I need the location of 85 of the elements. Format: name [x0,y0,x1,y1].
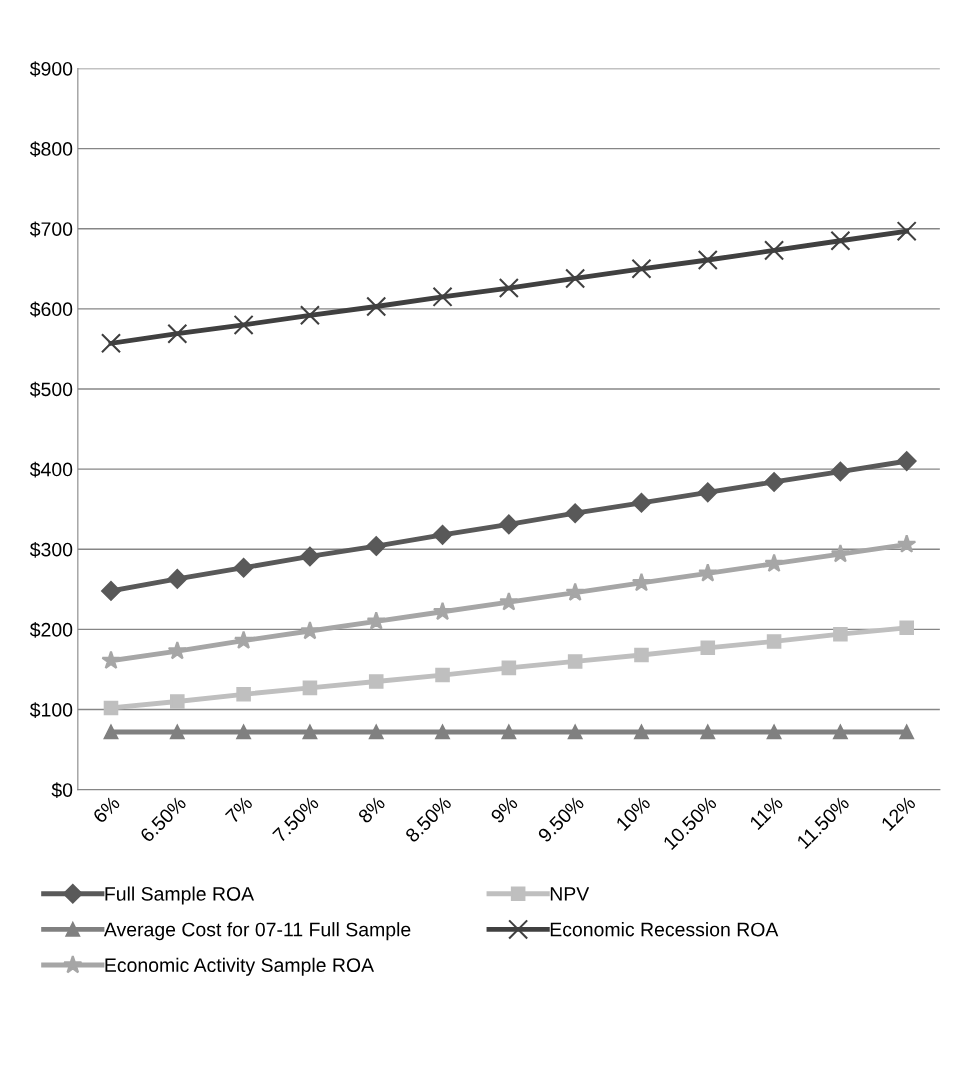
point [700,724,716,740]
point [764,553,784,573]
x-tick-label: 7% [224,795,254,824]
point [634,647,649,663]
point [300,546,320,567]
y-tick-label: $900 [29,61,73,77]
y-tick-label: $600 [29,301,73,318]
y-tick-label: $700 [29,221,73,238]
point [167,323,188,344]
legend-label: Economic Activity Sample ROA [105,957,375,976]
point [830,544,851,563]
y-tick-label: $200 [29,622,73,638]
point [896,221,917,242]
point [236,724,251,740]
point [435,667,450,683]
point [498,277,519,299]
point [899,620,914,636]
legend-label: Economic Recession ROA [550,922,779,937]
x-tick-label: 6% [92,795,121,824]
point [764,240,785,261]
y-tick-label: $500 [29,381,73,398]
point [368,724,384,740]
point [766,724,782,740]
point [101,650,121,669]
point [764,472,784,492]
point [432,601,453,621]
point [167,640,187,660]
point [501,724,517,740]
point [101,581,121,601]
point [565,582,585,601]
point [432,524,453,545]
point [631,572,652,592]
point [830,230,851,251]
y-tick-label: $0 [51,782,73,799]
point [100,333,122,354]
point [565,503,586,524]
point [366,611,386,630]
point [302,680,318,696]
x-tick-label: 9% [489,795,519,824]
point [366,296,387,317]
point [567,654,583,669]
y-tick-label: $100 [29,702,73,718]
point [697,482,718,503]
point [498,514,519,535]
point [631,258,652,279]
legend-label: NPV [550,887,590,901]
point [233,314,254,335]
point [300,620,320,640]
point [631,492,652,513]
point [499,592,519,611]
y-tick-label: $300 [29,541,73,558]
point [233,557,254,578]
x-tick-label: 8% [357,795,386,824]
point [830,461,851,482]
point [700,640,716,656]
point [766,634,782,649]
point [366,536,387,556]
point [299,305,320,326]
point [432,286,453,307]
legend-label: Average Cost for 07-11 Full Sample [103,922,411,941]
point [103,724,119,740]
point [567,724,583,740]
point [899,724,914,740]
point [167,569,188,589]
point [896,451,917,471]
x-tick-label: 11% [749,795,784,831]
point [233,630,254,649]
point [302,724,318,740]
point [897,534,917,553]
point [565,268,586,289]
y-tick-label: $400 [29,461,73,478]
point [170,724,185,740]
point [501,660,517,676]
point [368,674,384,689]
point [236,687,251,702]
point [698,563,718,582]
point [697,249,718,271]
point [435,724,450,740]
y-tick-label: $800 [29,141,73,158]
point [833,724,848,740]
point [103,700,119,716]
point [170,694,185,709]
legend-label: Full Sample ROA [105,886,255,905]
point [833,626,848,642]
point [634,724,649,740]
